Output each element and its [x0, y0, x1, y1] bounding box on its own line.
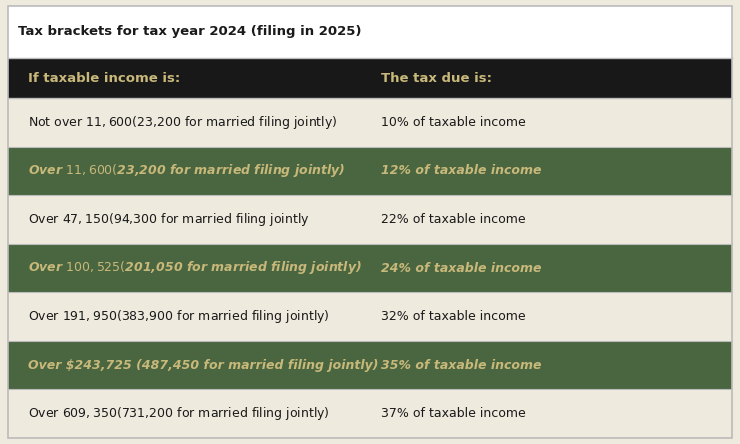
Text: 12% of taxable income: 12% of taxable income: [381, 164, 542, 177]
Text: Over $47,150 ($94,300 for married filing jointly: Over $47,150 ($94,300 for married filing…: [28, 211, 310, 228]
Bar: [8, 98, 732, 147]
Bar: [8, 195, 732, 244]
Text: Tax brackets for tax year 2024 (filing in 2025): Tax brackets for tax year 2024 (filing i…: [18, 25, 362, 39]
Text: If taxable income is:: If taxable income is:: [28, 71, 181, 84]
Text: Over $100,525 ($201,050 for married filing jointly): Over $100,525 ($201,050 for married fili…: [28, 259, 362, 277]
Text: 10% of taxable income: 10% of taxable income: [381, 116, 525, 129]
Text: Over $11,600 ($23,200 for married filing jointly): Over $11,600 ($23,200 for married filing…: [28, 163, 346, 179]
Text: Not over $11,600 ($23,200 for married filing jointly): Not over $11,600 ($23,200 for married fi…: [28, 114, 338, 131]
Bar: [8, 58, 732, 98]
Bar: [8, 6, 732, 58]
Text: Over $609,350 ($731,200 for married filing jointly): Over $609,350 ($731,200 for married fili…: [28, 405, 330, 422]
Bar: [8, 147, 732, 195]
Text: 35% of taxable income: 35% of taxable income: [381, 359, 542, 372]
Text: Over $191,950 ($383,900 for married filing jointly): Over $191,950 ($383,900 for married fili…: [28, 308, 330, 325]
Text: Over $243,725 (487,450 for married filing jointly): Over $243,725 (487,450 for married filin…: [28, 359, 379, 372]
Bar: [8, 244, 732, 292]
Text: 37% of taxable income: 37% of taxable income: [381, 407, 525, 420]
Bar: [8, 292, 732, 341]
Text: 24% of taxable income: 24% of taxable income: [381, 262, 542, 274]
Bar: [8, 341, 732, 389]
Bar: [8, 389, 732, 438]
Text: 22% of taxable income: 22% of taxable income: [381, 213, 525, 226]
Text: The tax due is:: The tax due is:: [381, 71, 492, 84]
Text: 32% of taxable income: 32% of taxable income: [381, 310, 525, 323]
